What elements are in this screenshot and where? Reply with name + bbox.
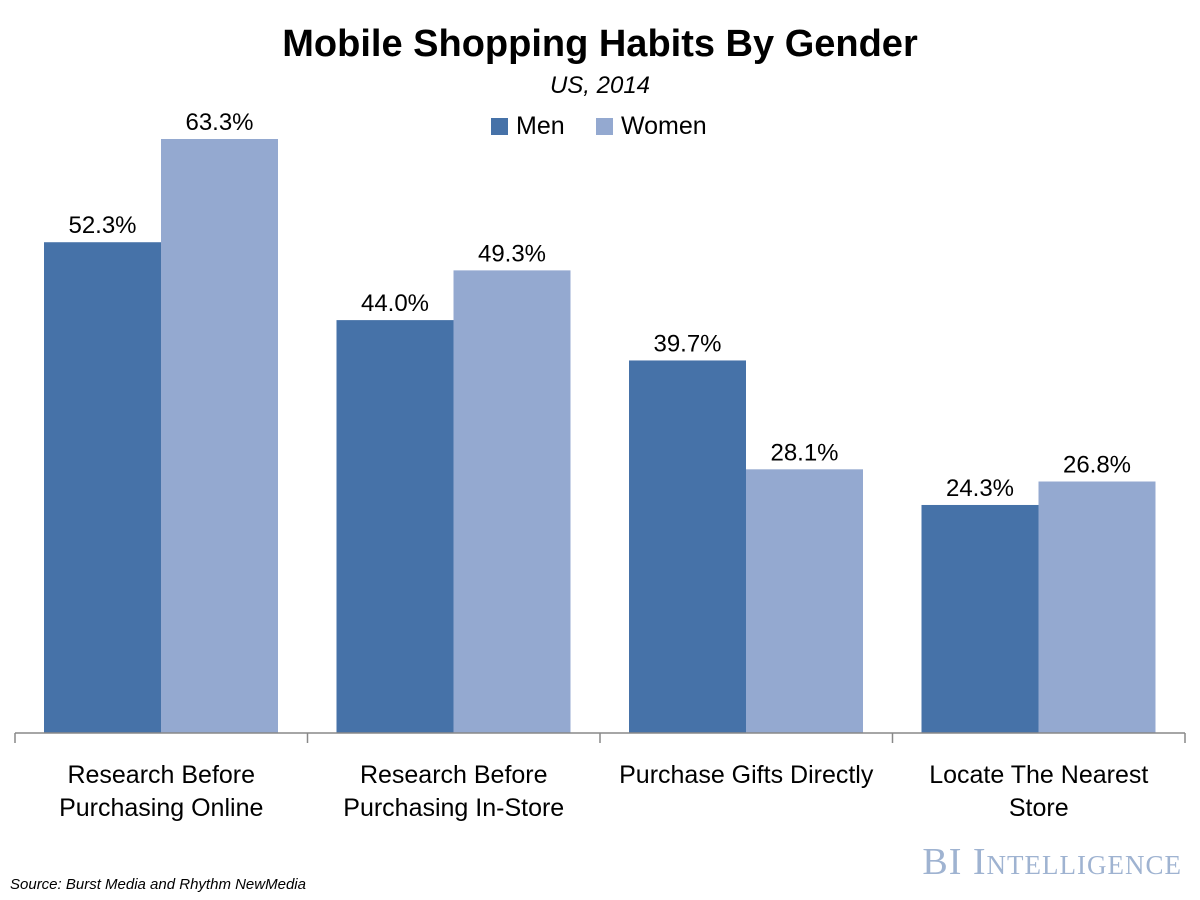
chart-title: Mobile Shopping Habits By Gender (282, 23, 918, 65)
bars: 52.3% 44.0% 39.7% 24.3% 63.3% 49.3% 28.1% 26.8% (44, 109, 1156, 733)
value-label-women-3: 26.8% (1063, 452, 1131, 479)
legend: Men Women (491, 112, 707, 140)
bar-men-1 (336, 320, 454, 733)
bar-women-3 (1038, 481, 1156, 733)
value-label-men-0: 52.3% (68, 212, 136, 239)
value-label-women-2: 28.1% (770, 439, 838, 466)
bar-women-0 (161, 139, 278, 733)
chart-subtitle: US, 2014 (550, 72, 650, 99)
source-note: Source: Burst Media and Rhythm NewMedia (10, 876, 306, 893)
bar-women-1 (453, 270, 571, 733)
category-label-1: Research Before Purchasing In-Store (343, 761, 564, 822)
category-label-2: Purchase Gifts Directly (619, 761, 874, 789)
legend-swatch-women (596, 118, 613, 135)
x-axis: Research Before Purchasing Online Research… (14, 732, 1186, 822)
bar-men-2 (629, 360, 746, 733)
value-label-men-2: 39.7% (653, 330, 721, 357)
bi-intelligence-logo: BI Intelligence (922, 841, 1182, 883)
bar-men-3 (921, 504, 1039, 733)
legend-label-men: Men (516, 112, 565, 140)
value-label-men-3: 24.3% (946, 475, 1014, 502)
category-label-3: Locate The Nearest Store (929, 761, 1148, 822)
value-label-women-0: 63.3% (185, 109, 253, 136)
value-label-women-1: 49.3% (478, 240, 546, 267)
bar-women-2 (746, 469, 863, 733)
category-label-0: Research Before Purchasing Online (59, 761, 263, 822)
legend-swatch-men (491, 118, 508, 135)
legend-label-women: Women (621, 112, 707, 140)
value-label-men-1: 44.0% (361, 290, 429, 317)
bar-men-0 (44, 242, 161, 733)
